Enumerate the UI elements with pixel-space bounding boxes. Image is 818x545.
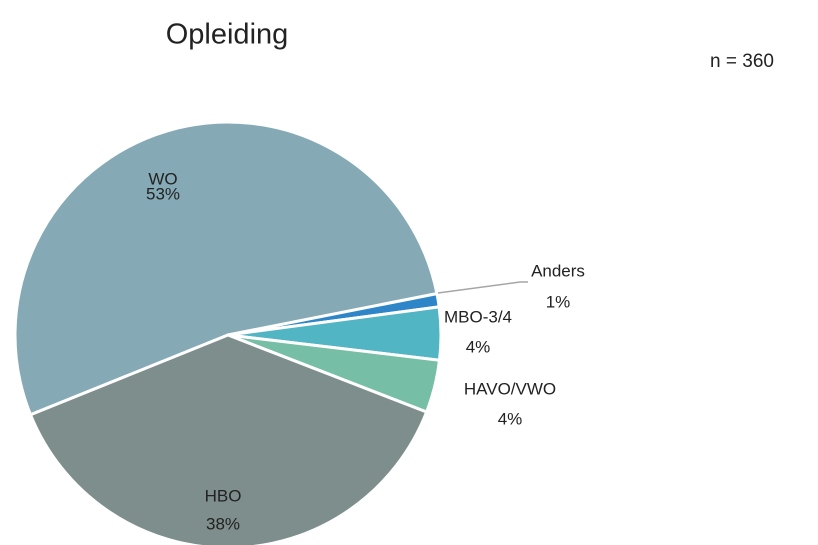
annotation: n = 360: [710, 51, 774, 72]
category-label: Anders: [531, 261, 585, 280]
category-label: HAVO/VWO: [464, 379, 556, 398]
chart-title: Opleiding: [166, 19, 289, 51]
value-label: 1%: [546, 292, 571, 311]
pie: [13, 120, 443, 545]
value-label: 53%: [146, 184, 180, 203]
value-label: 4%: [498, 409, 523, 428]
value-label: 38%: [206, 514, 240, 533]
leader-line: [437, 281, 528, 294]
category-label: HBO: [205, 486, 242, 505]
category-label: MBO-3/4: [444, 307, 512, 326]
category-label: WO: [148, 169, 177, 188]
value-label: 4%: [466, 337, 491, 356]
pie-slice: [13, 120, 439, 417]
pie-slice: [29, 333, 429, 545]
